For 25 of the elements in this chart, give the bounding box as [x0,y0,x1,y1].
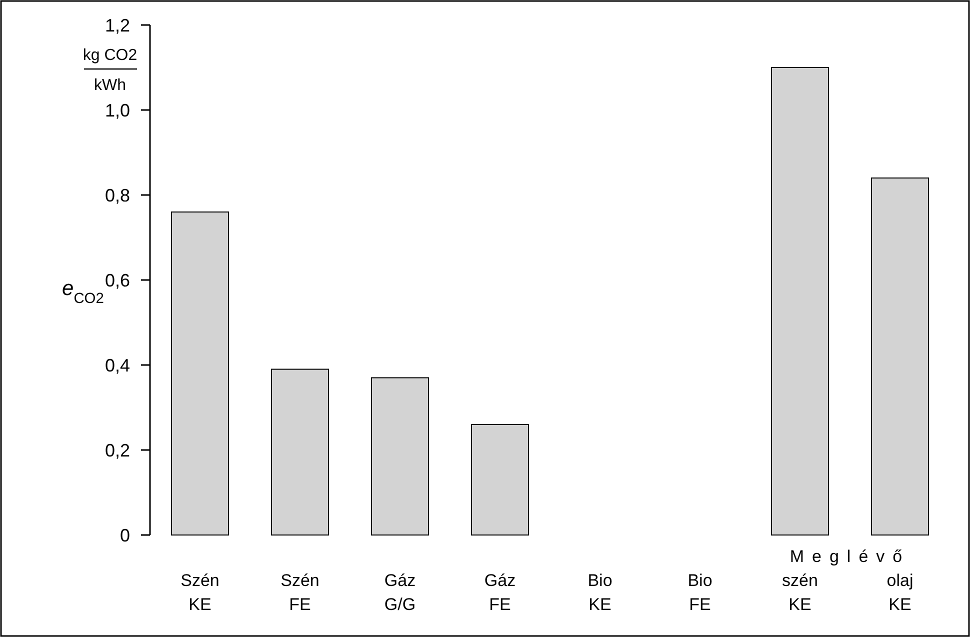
text: Meglévő [790,547,910,566]
x-tick-label: Gáz G/G [384,571,416,614]
text: kWh [94,77,126,94]
y-axis-title: e$_{CO2}$ [62,277,104,307]
y-tick-label: 0,4 [104,355,130,376]
x-tick-label: Bio KE [588,571,612,614]
bar [871,178,929,536]
bar [471,424,529,536]
x-tick-label: Szén FE [280,571,320,614]
y-tick-label: 0,8 [104,185,130,206]
bar [271,368,329,536]
y-tick-label: 0,2 [104,440,130,460]
y-tick-label: 0,6 [104,270,130,290]
y-tick-label: 0 [120,525,130,546]
x-tick-label: olaj KE [886,571,914,614]
x-tick-label: Gáz FE [484,571,516,614]
text: kg CO2 [82,47,138,64]
bar [171,212,229,536]
bar [771,67,829,536]
bar [371,377,429,536]
x-tick-label: Bio FE [688,571,712,614]
y-tick-label: 1,2 [104,15,130,36]
y-tick-label: 1,0 [104,100,130,120]
x-tick-label: Szén KE [180,571,220,614]
x-tick-label: szén KE [782,571,818,614]
